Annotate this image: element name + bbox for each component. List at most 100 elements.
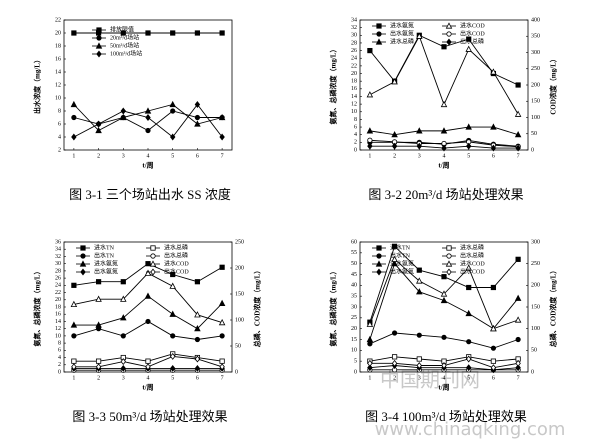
y-tick-label: 34 bbox=[351, 17, 357, 23]
y-tick-label: 6 bbox=[354, 124, 357, 130]
legend-marker bbox=[96, 50, 102, 58]
y-tick-label: 10 bbox=[351, 348, 357, 354]
x-tick-label: 3 bbox=[418, 375, 421, 381]
y-tick-label: 18 bbox=[55, 43, 61, 49]
marker bbox=[194, 336, 201, 343]
marker bbox=[120, 279, 126, 285]
marker bbox=[145, 30, 151, 36]
y-tick-label: 30 bbox=[351, 33, 357, 39]
marker bbox=[70, 100, 78, 108]
marker bbox=[416, 32, 423, 39]
y2-tick-label: 300 bbox=[531, 50, 540, 56]
marker bbox=[144, 107, 152, 114]
marker bbox=[490, 358, 497, 364]
marker bbox=[440, 290, 448, 297]
marker bbox=[465, 264, 472, 271]
marker bbox=[367, 364, 373, 372]
marker bbox=[145, 318, 151, 325]
y-tick-label: 2 bbox=[58, 147, 61, 153]
y2-axis-label: 总磷、COD浓度（mg/L） bbox=[549, 267, 558, 348]
marker bbox=[95, 295, 102, 302]
marker bbox=[194, 311, 201, 318]
legend-marker bbox=[96, 27, 102, 33]
legend-label: 进水氨氮 bbox=[94, 259, 118, 267]
x-tick-label: 4 bbox=[147, 153, 150, 159]
legend-marker bbox=[80, 245, 86, 251]
marker bbox=[169, 310, 176, 317]
marker bbox=[367, 142, 373, 150]
y2-tick-label: 50 bbox=[235, 343, 241, 349]
y-tick-label: 30 bbox=[55, 261, 61, 267]
marker bbox=[416, 288, 423, 295]
marker bbox=[194, 101, 201, 108]
y-tick-label: 45 bbox=[351, 272, 357, 278]
marker bbox=[170, 271, 176, 278]
marker bbox=[194, 114, 201, 121]
marker bbox=[70, 300, 78, 308]
marker bbox=[219, 333, 225, 339]
y-tick-label: 35 bbox=[351, 294, 357, 300]
y-tick-label: 16 bbox=[55, 56, 61, 62]
marker bbox=[71, 363, 77, 371]
legend-label: 出水COD bbox=[460, 267, 485, 275]
legend-marker bbox=[150, 268, 156, 276]
legend-marker bbox=[376, 31, 382, 37]
y-tick-label: 12 bbox=[351, 101, 357, 107]
legend-marker bbox=[446, 245, 452, 251]
marker bbox=[145, 127, 151, 134]
legend-marker bbox=[375, 38, 383, 45]
marker bbox=[465, 142, 472, 150]
y-tick-label: 22 bbox=[55, 290, 61, 296]
legend-marker bbox=[376, 268, 382, 276]
marker bbox=[416, 332, 422, 338]
marker bbox=[441, 334, 447, 340]
y-tick-label: 0 bbox=[354, 369, 357, 375]
y2-tick-label: 0 bbox=[531, 147, 534, 153]
y-tick-label: 10 bbox=[351, 109, 357, 115]
legend-label: 出水氨氮 bbox=[94, 267, 118, 275]
marker bbox=[169, 282, 176, 289]
y2-tick-label: 150 bbox=[531, 304, 540, 310]
marker bbox=[120, 364, 127, 372]
x-tick-label: 4 bbox=[443, 153, 446, 159]
x-tick-label: 7 bbox=[221, 153, 224, 159]
y2-tick-label: 0 bbox=[531, 369, 534, 375]
legend-marker bbox=[80, 253, 86, 259]
marker bbox=[391, 131, 398, 138]
y-tick-label: 16 bbox=[55, 312, 61, 318]
y2-axis-label: COD浓度（mg/L） bbox=[549, 55, 558, 115]
marker bbox=[218, 299, 226, 306]
legend-marker bbox=[96, 35, 102, 41]
legend-label: 出水COD bbox=[164, 267, 189, 275]
y2-tick-label: 50 bbox=[531, 131, 537, 137]
marker bbox=[391, 78, 398, 85]
y2-tick-label: 200 bbox=[531, 82, 540, 88]
marker bbox=[71, 333, 77, 339]
marker bbox=[71, 133, 77, 141]
marker bbox=[367, 47, 373, 54]
y-tick-label: 4 bbox=[58, 134, 61, 140]
x-tick-label: 7 bbox=[517, 375, 520, 381]
legend-marker bbox=[95, 42, 103, 49]
y-tick-label: 40 bbox=[351, 283, 357, 289]
marker bbox=[120, 295, 127, 302]
watermark-url: www.chinaqking.com bbox=[375, 419, 566, 439]
marker bbox=[95, 358, 102, 364]
y-axis-label: 出水浓度（mg/L） bbox=[33, 56, 42, 114]
y-tick-label: 6 bbox=[58, 348, 61, 354]
marker bbox=[515, 144, 521, 152]
y-tick-label: 34 bbox=[55, 247, 61, 253]
y-tick-label: 20 bbox=[351, 71, 357, 77]
y-tick-label: 0 bbox=[58, 369, 61, 375]
y2-tick-label: 300 bbox=[531, 239, 540, 245]
marker bbox=[514, 131, 522, 138]
marker bbox=[490, 68, 497, 75]
legend-label: 进水总磷 bbox=[460, 243, 484, 251]
y-tick-label: 14 bbox=[55, 319, 61, 325]
x-tick-label: 3 bbox=[122, 153, 125, 159]
marker bbox=[465, 355, 472, 363]
legend-marker bbox=[376, 23, 382, 29]
marker bbox=[95, 321, 102, 328]
marker bbox=[515, 336, 521, 343]
marker bbox=[441, 274, 447, 280]
